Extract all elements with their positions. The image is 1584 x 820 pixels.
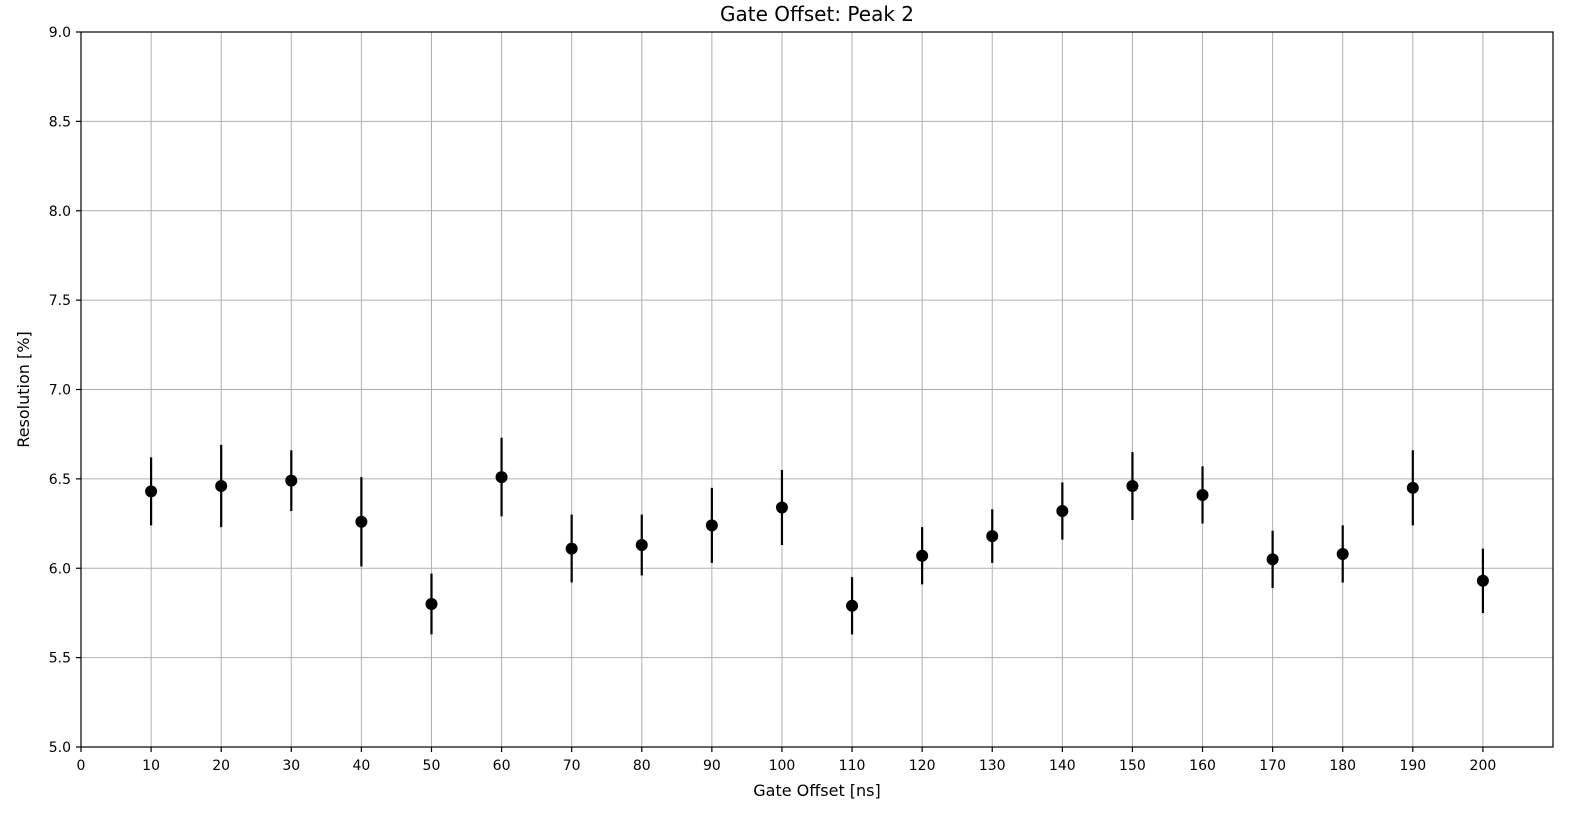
x-tick-label: 30 — [282, 758, 300, 774]
data-point — [285, 450, 298, 512]
point-marker — [215, 480, 228, 493]
point-marker — [145, 485, 158, 498]
y-axis-ticks: 5.0 5.5 6.0 6.5 7.0 7.5 8.0 8.5 9.0 — [49, 25, 81, 756]
y-tick-label: 7.0 — [49, 383, 71, 399]
x-tick-label: 120 — [909, 758, 936, 774]
x-tick-label: 70 — [563, 758, 581, 774]
x-tick-label: 170 — [1259, 758, 1286, 774]
point-marker — [1196, 488, 1209, 501]
point-marker — [495, 471, 508, 484]
data-point — [215, 444, 228, 528]
grid-layer — [80, 31, 1553, 748]
x-axis-label: Gate Offset [ns] — [753, 781, 881, 800]
x-tick-label: 160 — [1189, 758, 1216, 774]
x-tick-label: 50 — [423, 758, 441, 774]
point-marker — [355, 515, 368, 528]
x-tick-label: 150 — [1119, 758, 1146, 774]
y-tick-label: 6.0 — [49, 561, 71, 577]
y-tick-label: 8.5 — [49, 114, 71, 130]
data-layer — [145, 437, 1489, 635]
x-tick-label: 20 — [212, 758, 230, 774]
x-axis-ticks: 0 10 20 30 40 50 60 70 80 90 100 110 120 130 140 150 160… — [77, 747, 1497, 774]
point-marker — [285, 474, 298, 487]
x-tick-label: 140 — [1049, 758, 1076, 774]
data-point — [355, 477, 368, 567]
point-marker — [775, 501, 788, 514]
point-marker — [1266, 553, 1279, 566]
point-marker — [1476, 574, 1489, 587]
y-tick-label: 8.0 — [49, 204, 71, 220]
point-marker — [705, 519, 718, 532]
y-tick-label: 9.0 — [49, 25, 71, 41]
data-point — [425, 573, 438, 635]
x-tick-label: 110 — [839, 758, 866, 774]
data-point — [1056, 482, 1069, 540]
data-point — [705, 487, 718, 563]
chart-title: Gate Offset: Peak 2 — [720, 2, 914, 26]
data-point — [635, 514, 648, 576]
point-marker — [425, 598, 438, 610]
x-tick-label: 180 — [1329, 758, 1356, 774]
data-point — [1266, 530, 1279, 588]
x-tick-label: 190 — [1399, 758, 1426, 774]
point-marker — [565, 542, 578, 555]
data-point — [1126, 452, 1139, 520]
data-point — [916, 527, 929, 585]
x-tick-label: 90 — [703, 758, 721, 774]
point-marker — [916, 549, 929, 562]
plot-frame — [80, 31, 1554, 748]
x-tick-label: 130 — [979, 758, 1006, 774]
x-tick-label: 100 — [769, 758, 796, 774]
data-point — [495, 437, 508, 517]
data-point — [1336, 525, 1349, 583]
point-marker — [846, 599, 859, 612]
y-tick-label: 5.5 — [49, 651, 71, 667]
data-point — [986, 509, 999, 563]
data-point — [1476, 548, 1489, 613]
y-tick-label: 6.5 — [49, 472, 71, 488]
x-tick-label: 200 — [1470, 758, 1497, 774]
data-point — [846, 577, 859, 635]
data-point — [1406, 450, 1419, 526]
data-point — [1196, 466, 1209, 524]
y-axis-label: Resolution [%] — [14, 331, 33, 447]
point-marker — [1406, 481, 1419, 494]
x-tick-label: 0 — [77, 758, 86, 774]
data-point — [145, 457, 158, 526]
data-point — [775, 469, 788, 546]
point-marker — [635, 539, 648, 552]
point-marker — [1336, 547, 1349, 560]
data-point — [565, 514, 578, 583]
y-tick-label: 7.5 — [49, 293, 71, 309]
point-marker — [986, 530, 999, 543]
point-marker — [1126, 480, 1139, 493]
point-marker — [1056, 505, 1069, 518]
x-tick-label: 80 — [633, 758, 651, 774]
x-tick-label: 40 — [352, 758, 370, 774]
x-tick-label: 10 — [142, 758, 160, 774]
x-tick-label: 60 — [493, 758, 511, 774]
y-tick-label: 5.0 — [49, 740, 71, 756]
